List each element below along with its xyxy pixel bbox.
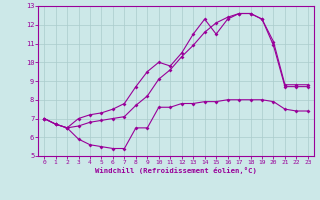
X-axis label: Windchill (Refroidissement éolien,°C): Windchill (Refroidissement éolien,°C)	[95, 167, 257, 174]
